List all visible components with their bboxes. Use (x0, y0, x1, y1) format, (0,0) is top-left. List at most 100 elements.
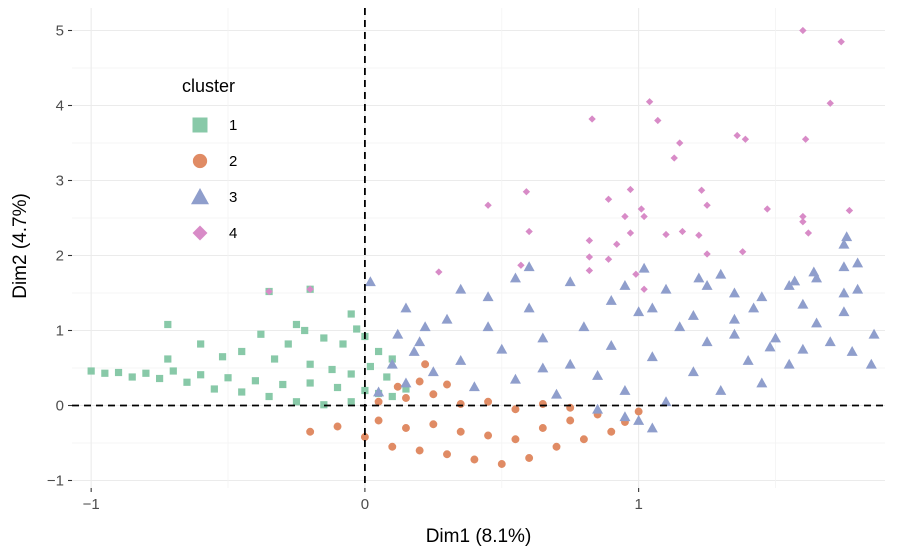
legend-label: 2 (229, 153, 237, 170)
point-cluster-4 (621, 212, 629, 221)
point-cluster-3 (619, 411, 631, 422)
point-cluster-1 (224, 374, 232, 382)
point-cluster-3 (783, 358, 795, 369)
point-cluster-1 (306, 360, 314, 368)
point-cluster-1 (87, 367, 95, 375)
point-cluster-3 (838, 287, 850, 298)
point-cluster-2 (443, 380, 451, 389)
point-cluster-3 (811, 272, 823, 283)
point-cluster-1 (218, 353, 227, 361)
point-cluster-3 (455, 355, 467, 365)
point-cluster-4 (654, 116, 662, 125)
point-cluster-4 (484, 201, 492, 209)
point-cluster-3 (764, 341, 776, 352)
series-cluster-4 (265, 26, 854, 296)
point-cluster-3 (852, 283, 864, 294)
point-cluster-3 (770, 332, 782, 343)
point-cluster-3 (633, 306, 645, 317)
point-cluster-3 (537, 332, 549, 343)
point-cluster-3 (811, 317, 823, 328)
point-cluster-3 (715, 268, 727, 279)
point-cluster-4 (738, 248, 747, 256)
point-cluster-1 (257, 330, 265, 338)
point-cluster-1 (383, 373, 391, 381)
point-cluster-3 (386, 358, 398, 369)
point-cluster-4 (585, 236, 594, 245)
point-cluster-2 (566, 416, 575, 425)
legend-label: 3 (229, 189, 237, 206)
point-cluster-3 (455, 283, 467, 294)
point-cluster-2 (538, 424, 547, 432)
point-cluster-4 (703, 250, 711, 258)
point-cluster-3 (756, 377, 768, 388)
point-cluster-3 (748, 302, 760, 313)
point-cluster-2 (401, 394, 410, 402)
point-cluster-3 (468, 381, 480, 392)
point-cluster-4 (613, 240, 621, 248)
point-cluster-4 (678, 227, 687, 236)
point-cluster-3 (408, 346, 420, 356)
point-cluster-4 (695, 231, 703, 239)
point-cluster-4 (640, 285, 648, 293)
point-cluster-1 (284, 340, 292, 348)
grid (72, 8, 885, 488)
point-cluster-3 (728, 313, 740, 324)
series-cluster-2 (306, 360, 643, 468)
legend-key-diamond (192, 225, 208, 241)
point-cluster-4 (826, 99, 834, 107)
point-cluster-4 (632, 270, 640, 278)
point-cluster-1 (292, 398, 301, 406)
point-cluster-2 (429, 390, 438, 399)
point-cluster-3 (674, 321, 686, 332)
point-cluster-4 (676, 139, 684, 147)
point-cluster-2 (538, 400, 547, 408)
point-cluster-3 (783, 280, 795, 290)
point-cluster-3 (728, 328, 740, 339)
point-cluster-1 (347, 398, 355, 406)
reference-lines (72, 8, 885, 488)
point-cluster-3 (789, 275, 801, 286)
point-cluster-1 (164, 320, 172, 329)
point-cluster-3 (633, 415, 645, 425)
point-cluster-1 (114, 368, 123, 377)
point-cluster-3 (482, 291, 494, 302)
legend-label: 4 (229, 225, 237, 242)
point-cluster-3 (605, 295, 617, 305)
point-cluster-1 (347, 310, 355, 318)
point-cluster-2 (511, 435, 520, 444)
point-cluster-3 (868, 328, 880, 339)
point-cluster-3 (400, 302, 412, 313)
point-cluster-2 (429, 420, 438, 429)
point-cluster-2 (497, 460, 506, 468)
point-cluster-3 (537, 362, 549, 373)
point-cluster-1 (366, 362, 374, 371)
point-cluster-1 (238, 347, 246, 356)
point-cluster-1 (388, 392, 396, 401)
point-cluster-3 (742, 355, 754, 365)
point-cluster-3 (701, 280, 713, 290)
point-cluster-3 (638, 262, 650, 273)
legend-item-cluster-3: 3 (191, 188, 237, 206)
point-cluster-4 (799, 212, 807, 221)
point-cluster-4 (306, 285, 314, 293)
point-cluster-2 (484, 431, 493, 440)
point-cluster-1 (347, 370, 355, 378)
point-cluster-3 (687, 366, 699, 377)
point-cluster-4 (697, 186, 706, 194)
legend-items: 1 2 3 4 (191, 117, 237, 242)
point-cluster-1 (238, 388, 246, 396)
point-cluster-1 (210, 385, 218, 393)
legend-key-triangle (191, 188, 209, 205)
point-cluster-1 (265, 392, 273, 401)
point-cluster-3 (509, 272, 521, 283)
point-cluster-4 (265, 287, 273, 296)
legend-key-circle (192, 153, 208, 169)
point-cluster-1 (333, 383, 342, 392)
point-cluster-2 (634, 407, 643, 416)
point-cluster-2 (421, 360, 430, 369)
point-cluster-3 (619, 385, 631, 395)
point-cluster-3 (756, 291, 768, 302)
series-cluster-3 (364, 231, 880, 433)
point-cluster-3 (797, 298, 809, 309)
point-cluster-3 (646, 422, 658, 433)
